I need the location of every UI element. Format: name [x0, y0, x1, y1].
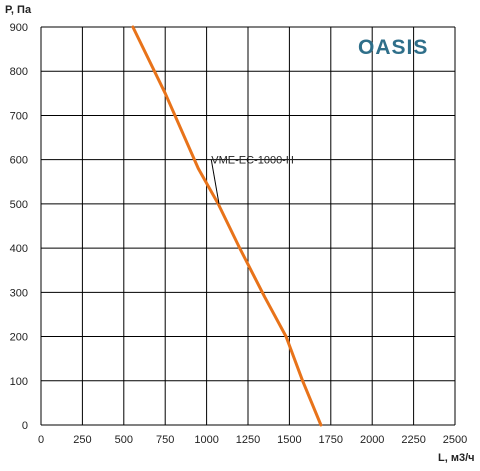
series-group	[131, 25, 323, 427]
series-label: VME-EC-1000-H	[211, 155, 294, 167]
x-tick-label: 1250	[236, 434, 260, 446]
y-tick-labels: 0 100 200 300 400 500 600 700 800 900	[10, 22, 28, 432]
x-axis-title: L, м3/ч	[438, 452, 475, 464]
y-tick-label: 0	[22, 420, 28, 432]
y-tick-label: 600	[10, 155, 28, 167]
x-tick-label: 2000	[360, 434, 384, 446]
y-tick-label: 100	[10, 376, 28, 388]
y-tick-label: 300	[10, 287, 28, 299]
annotation-group: VME-EC-1000-H	[210, 155, 294, 204]
x-tick-label: 500	[115, 434, 133, 446]
x-tick-label: 1750	[319, 434, 343, 446]
x-tick-label: 1000	[194, 434, 218, 446]
y-tick-label: 200	[10, 332, 28, 344]
y-axis-title: P, Па	[5, 4, 32, 16]
y-tick-label: 900	[10, 22, 28, 34]
y-tick-label: 700	[10, 110, 28, 122]
x-tick-label: 2500	[443, 434, 467, 446]
x-tick-label: 1500	[277, 434, 301, 446]
series-line	[131, 25, 323, 427]
y-tick-label: 500	[10, 199, 28, 211]
chart-grid	[40, 26, 456, 426]
x-tick-label: 2250	[401, 434, 425, 446]
x-tick-label: 0	[38, 434, 44, 446]
annotation-leader-line	[210, 159, 220, 204]
x-tick-labels: 0 250 500 750 1000 1250 1500 1750 2000 2250 2500	[38, 434, 467, 446]
x-tick-label: 750	[156, 434, 174, 446]
x-tick-label: 250	[73, 434, 91, 446]
brand-logo: OASIS	[358, 36, 428, 59]
y-tick-label: 400	[10, 243, 28, 255]
y-tick-label: 800	[10, 66, 28, 78]
